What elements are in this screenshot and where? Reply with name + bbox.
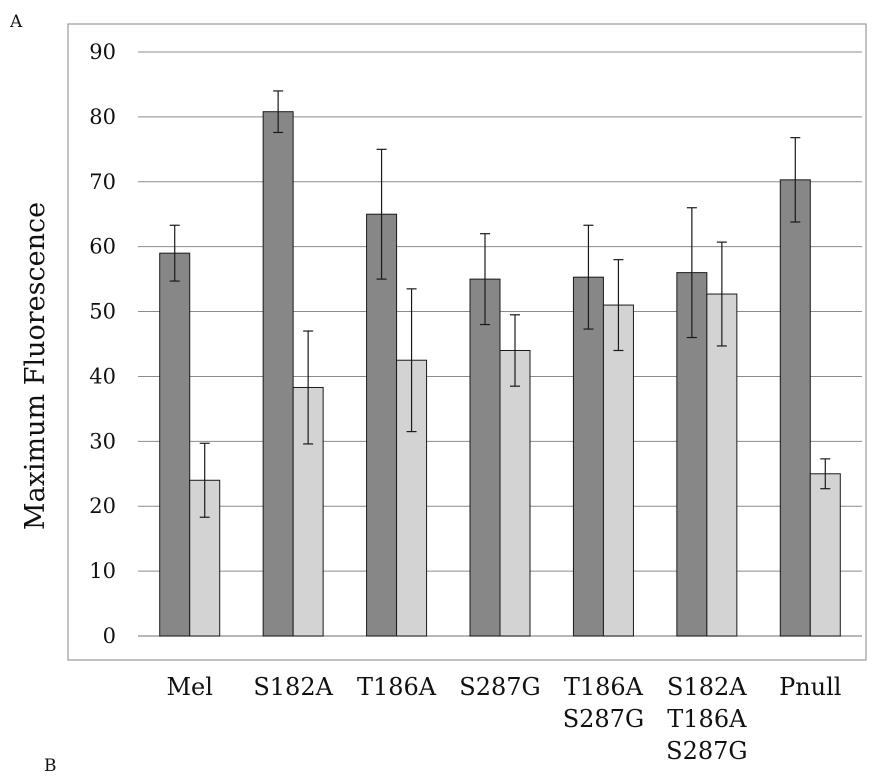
y-tick-label: 60 <box>89 235 116 259</box>
x-category-label: Mel <box>166 673 212 701</box>
panel-label-a: A <box>10 12 23 32</box>
y-tick-label: 80 <box>89 105 116 129</box>
x-category-label: S287G <box>459 673 540 701</box>
y-tick-label: 50 <box>89 300 116 324</box>
x-category-label: S182A <box>667 673 747 701</box>
y-tick-label: 90 <box>89 40 116 64</box>
bar <box>602 304 634 637</box>
y-tick-label: 0 <box>103 624 116 648</box>
bars-group <box>159 111 841 637</box>
bar <box>779 179 811 637</box>
x-category-label: T186A <box>667 705 747 733</box>
y-tick-labels: 0 10 20 30 40 50 60 70 80 90 <box>89 40 116 648</box>
bar <box>469 278 501 637</box>
y-axis-title: Maximum Fluorescence <box>20 202 51 530</box>
bar <box>262 111 294 637</box>
bar <box>572 276 604 637</box>
y-tick-label: 40 <box>89 364 116 388</box>
x-category-label: T186A <box>564 673 644 701</box>
y-tick-label: 30 <box>89 429 116 453</box>
x-category-label: Pnull <box>779 673 841 701</box>
bar <box>159 252 191 637</box>
bar <box>809 473 841 637</box>
bar <box>189 479 221 637</box>
bar <box>706 293 738 637</box>
x-category-label: S287G <box>666 737 747 765</box>
y-tick-label: 10 <box>89 559 116 583</box>
y-tick-label: 70 <box>89 170 116 194</box>
x-category-labels: Mel S182A T186A S287G T186A S287G S182A T186A S2… <box>166 673 841 765</box>
error-bars-group <box>169 90 831 518</box>
y-tick-label: 20 <box>89 494 116 518</box>
x-category-label: S287G <box>563 705 644 733</box>
bar <box>499 349 531 637</box>
x-category-label: S182A <box>253 673 333 701</box>
x-category-label: T186A <box>357 673 437 701</box>
panel-label-b: B <box>44 756 57 776</box>
